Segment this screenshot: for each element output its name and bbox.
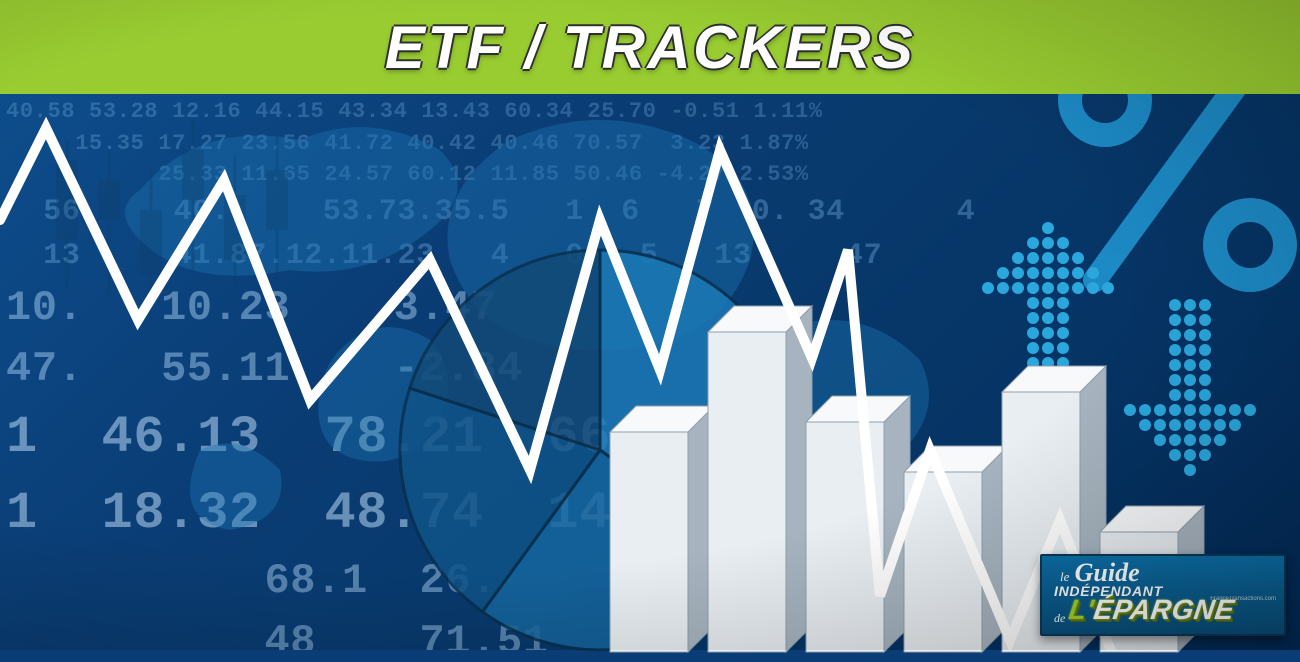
badge-footer: FranceTransactions.com — [1210, 596, 1276, 602]
header-title: ETF / TRACKERS — [385, 13, 915, 82]
badge-de: de — [1054, 612, 1065, 624]
infographic-stage: 57.21 29.56 34.81 20.53 57.64 27.23 14.0… — [0, 0, 1300, 650]
header-bar: ETF / TRACKERS — [0, 0, 1300, 94]
candlestick-panel — [38, 100, 338, 360]
brand-badge: le Guide INDÉPENDANT de L'ÉPARGNE France… — [1040, 554, 1286, 636]
badge-prefix: le — [1060, 569, 1069, 584]
